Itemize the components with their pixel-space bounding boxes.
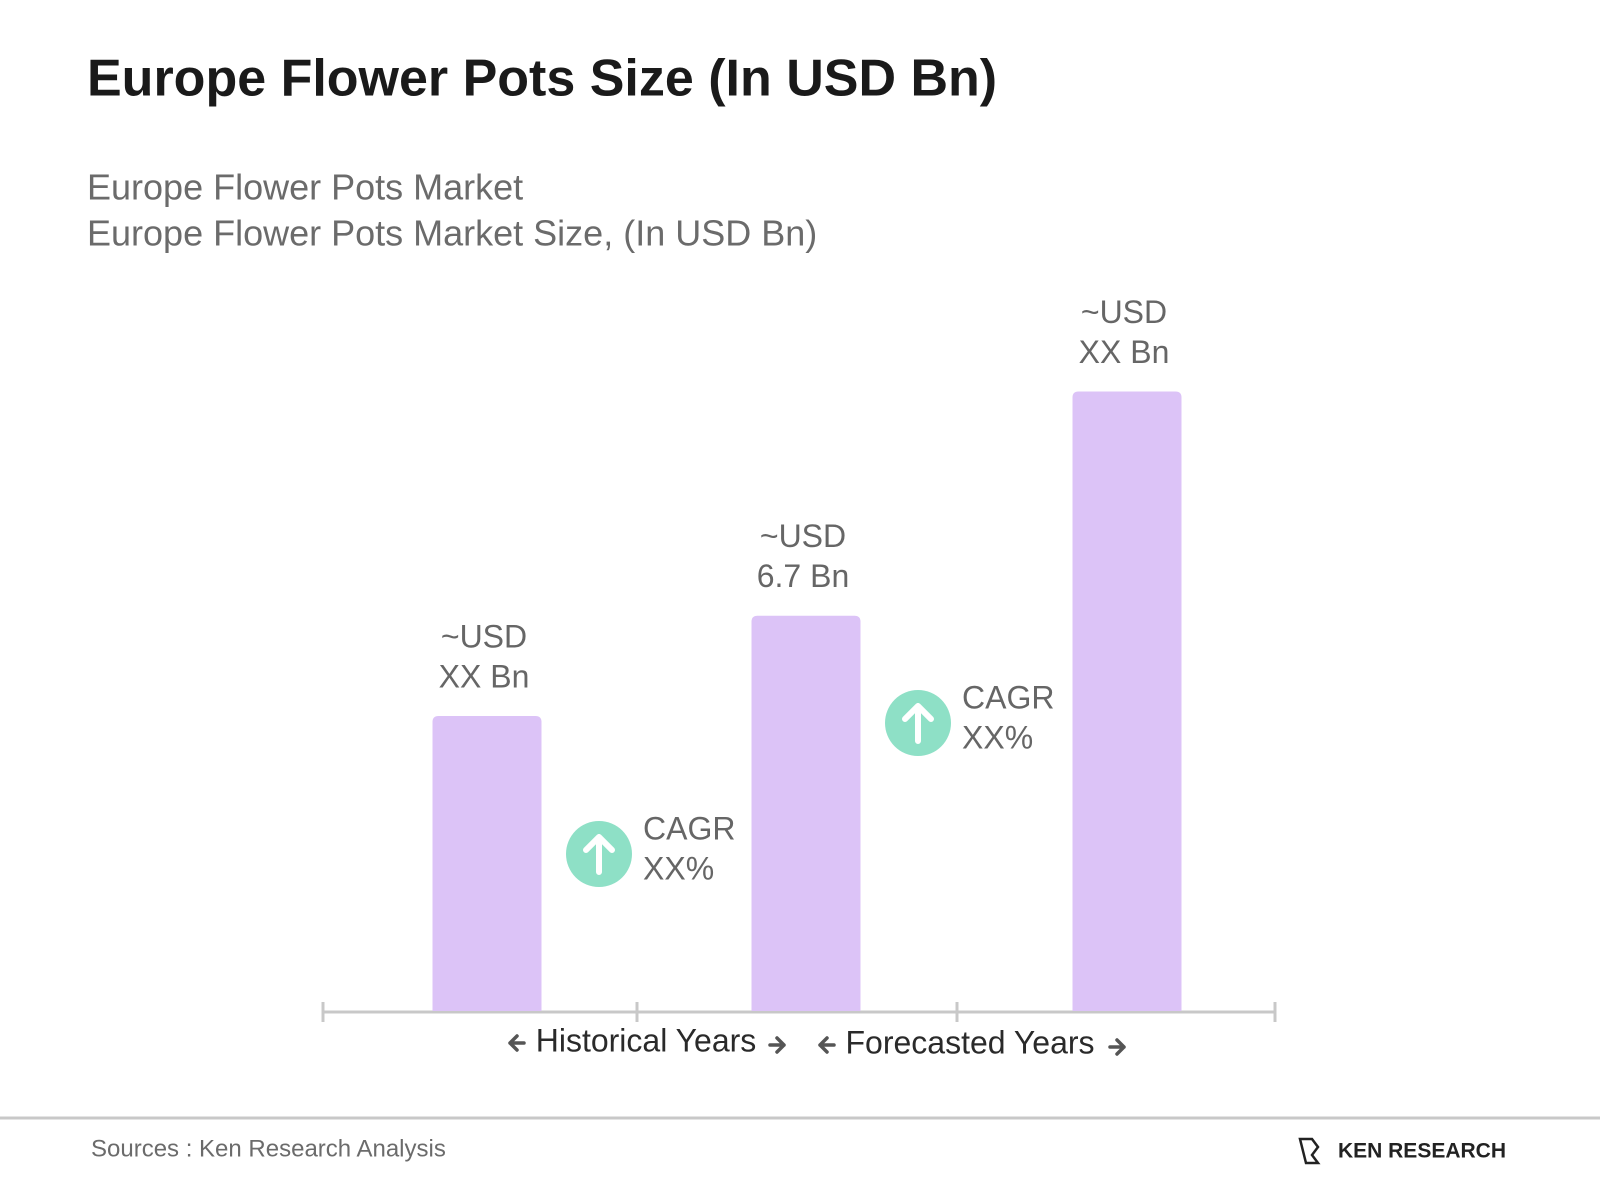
cagr-label: XX% — [643, 850, 714, 886]
bar — [751, 615, 861, 1011]
period-arrows — [508, 1034, 1126, 1056]
chart-title: Europe Flower Pots Size (In USD Bn) — [87, 50, 997, 108]
cagr-label: CAGR — [643, 810, 735, 846]
period-label: Historical Years — [536, 1022, 757, 1058]
arrow-left — [818, 1036, 836, 1054]
arrow-right — [1108, 1038, 1126, 1056]
period-label: Forecasted Years — [845, 1024, 1094, 1060]
value-label: ~USD — [1081, 294, 1167, 330]
logo-mark — [1298, 1137, 1321, 1165]
value-label: ~USD — [441, 618, 527, 654]
value-label: ~USD — [760, 518, 846, 554]
cagr-arrow — [583, 834, 615, 875]
value-label: XX Bn — [1079, 334, 1170, 370]
arrow-right — [768, 1036, 786, 1054]
arrow-left — [508, 1034, 526, 1052]
chart-subtitle: Europe Flower Pots Market Size, (In USD … — [87, 213, 817, 254]
cagr-arrow — [902, 703, 934, 744]
source-note: Sources : Ken Research Analysis — [91, 1135, 446, 1162]
logo-text: KEN RESEARCH — [1338, 1140, 1506, 1163]
cagr-label: XX% — [962, 719, 1033, 755]
value-label: XX Bn — [439, 658, 530, 694]
bar — [1072, 391, 1182, 1011]
x-axis — [321, 1002, 1277, 1022]
logo: KEN RESEARCH — [1298, 1137, 1506, 1165]
chart-subtitle: Europe Flower Pots Market — [87, 167, 523, 208]
cagr-label: CAGR — [962, 679, 1054, 715]
bar — [432, 716, 542, 1011]
value-label: 6.7 Bn — [757, 558, 850, 594]
